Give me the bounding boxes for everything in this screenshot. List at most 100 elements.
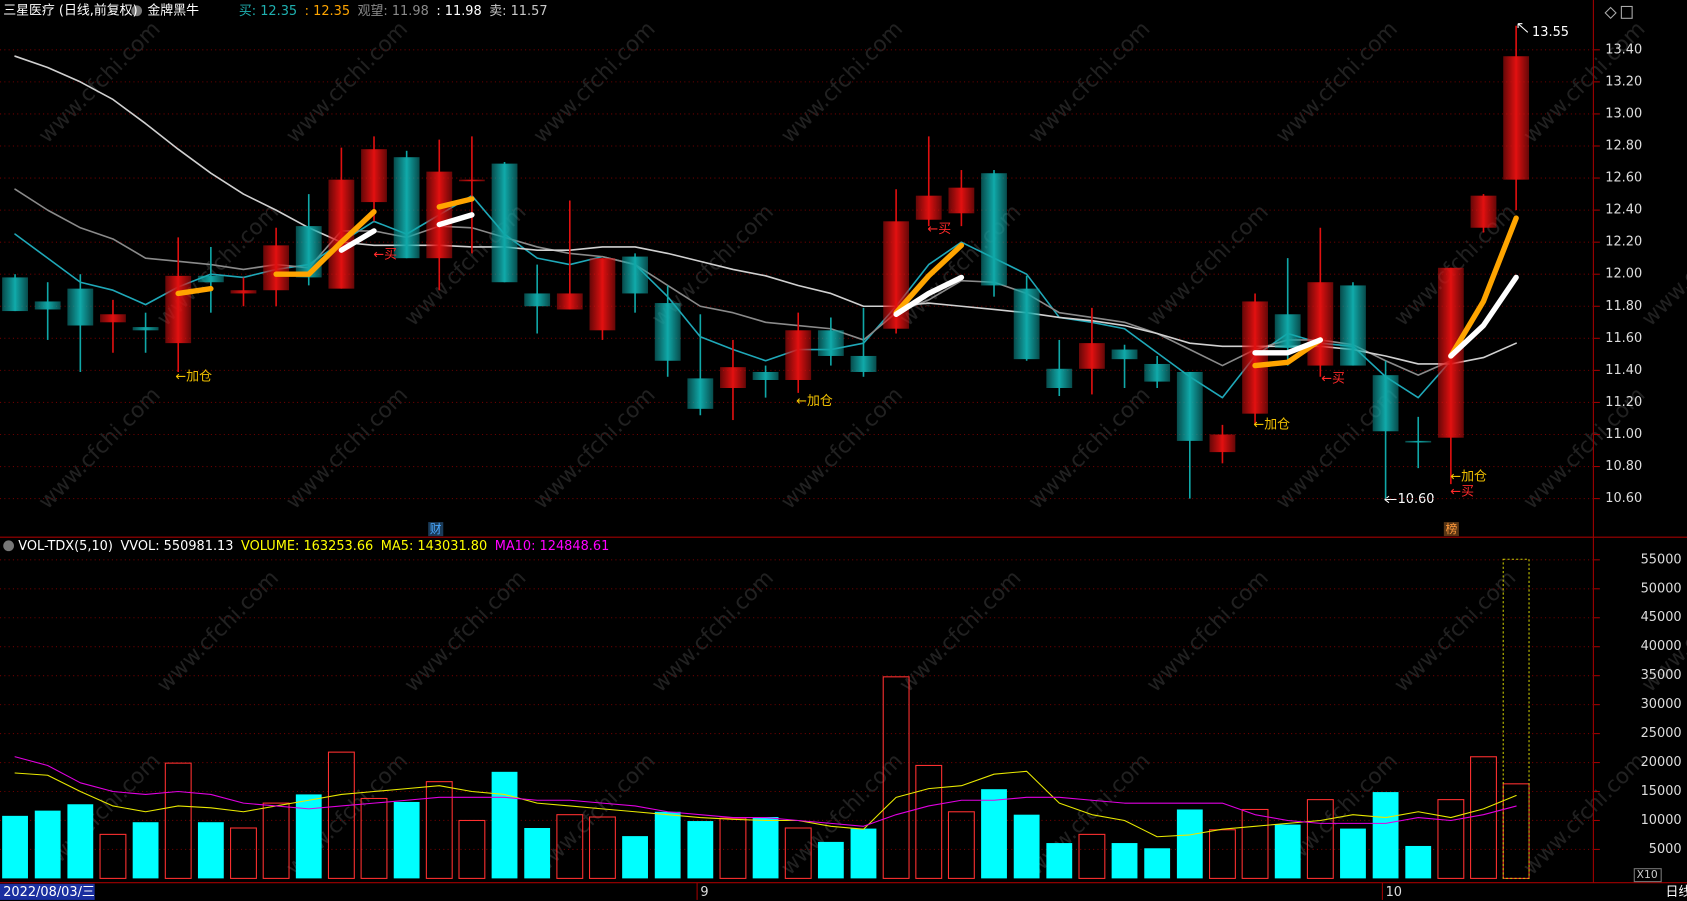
candle-body xyxy=(1372,375,1399,432)
volume-bar xyxy=(327,751,355,879)
candle-body xyxy=(1470,195,1497,228)
volume-bar xyxy=(1274,824,1301,879)
volume-bar xyxy=(2,815,28,879)
y-tick-label: 12.80 xyxy=(1605,138,1642,153)
y-tick-label: 50000 xyxy=(1641,581,1682,596)
volume-bar xyxy=(197,822,224,879)
marker: 榜 xyxy=(1445,522,1457,536)
candle-body xyxy=(1405,440,1432,443)
candle-body xyxy=(34,301,61,310)
volume-bar xyxy=(295,794,322,879)
y-tick-label: 11.40 xyxy=(1605,363,1642,378)
candle-body xyxy=(622,256,648,294)
annotation: ←买 xyxy=(373,248,397,263)
indicator-line xyxy=(14,770,1517,838)
candle-body xyxy=(817,330,844,356)
y-tick-label: 10000 xyxy=(1641,813,1682,828)
volume-bar xyxy=(556,814,584,879)
marker-box xyxy=(1443,522,1459,537)
y-tick-label: 5000 xyxy=(1649,842,1682,857)
volume-bar xyxy=(1241,808,1269,879)
signal-line xyxy=(175,196,1519,369)
candle-body xyxy=(654,303,681,361)
menu-icon[interactable] xyxy=(131,5,143,17)
candle-body xyxy=(556,293,583,310)
x-tick-label: 9 xyxy=(700,885,708,900)
volume-bar xyxy=(981,789,1007,879)
y-tick-label: 13.20 xyxy=(1605,74,1642,89)
candle-body xyxy=(752,371,779,380)
y-tick-label: 10.80 xyxy=(1605,459,1642,474)
candle-body xyxy=(981,173,1007,286)
candle-body xyxy=(1274,314,1301,348)
volume-bar xyxy=(1046,843,1073,879)
volume-bar xyxy=(1111,843,1138,879)
candle-body xyxy=(67,288,94,326)
volume-bar xyxy=(262,802,290,879)
candle-body xyxy=(785,330,812,380)
volume-bar xyxy=(99,833,127,879)
y-tick-label: 13.00 xyxy=(1605,106,1642,121)
signal-line xyxy=(338,212,1519,359)
candle-body xyxy=(1111,349,1138,360)
annotation: ←加仓 xyxy=(1253,418,1290,433)
header-item: 卖: 11.57 xyxy=(489,3,547,18)
candle-body xyxy=(915,195,942,220)
volume-bar xyxy=(850,828,877,879)
header-item: : 12.35 xyxy=(305,3,350,18)
header-item: VVOL: 550981.13 xyxy=(120,538,233,553)
annotation: ←加仓 xyxy=(1450,469,1487,484)
volume-bar xyxy=(164,762,192,879)
candle-body xyxy=(295,226,322,278)
header-item: VOL-TDX(5,10) xyxy=(18,538,113,553)
candle-body xyxy=(2,277,28,312)
volume-header: VOL-TDX(5,10) VVOL: 550981.13 VOLUME: 1632… xyxy=(18,538,609,553)
candle-body xyxy=(263,245,290,291)
y-tick-label: 45000 xyxy=(1641,610,1682,625)
y-tick-label: 11.80 xyxy=(1605,299,1642,314)
volume-bar xyxy=(719,817,747,879)
menu-icon[interactable] xyxy=(3,540,14,552)
volume-bar xyxy=(588,816,616,879)
header-item: VOLUME: 163253.66 xyxy=(241,538,373,553)
candle-body xyxy=(687,378,714,409)
y-tick-label: 10.60 xyxy=(1605,491,1642,506)
indicator-line xyxy=(14,188,1452,376)
volume-bar xyxy=(1144,848,1171,879)
y-tick-label: 20000 xyxy=(1641,755,1682,770)
candle-body xyxy=(165,275,192,344)
volume-bar xyxy=(1372,792,1399,879)
candle-body xyxy=(361,149,387,203)
y-tick-label: 25000 xyxy=(1641,726,1682,741)
volume-bar xyxy=(1340,828,1366,879)
y-tick-label: 15000 xyxy=(1641,784,1682,799)
marker: 财 xyxy=(430,522,442,536)
header-item: : 11.98 xyxy=(436,3,481,18)
diamond-icon[interactable] xyxy=(1604,6,1617,20)
y-tick-label: 12.00 xyxy=(1605,267,1642,282)
multiplier-box xyxy=(1633,868,1662,883)
volume-bar xyxy=(784,827,812,879)
volume-bar xyxy=(654,811,681,879)
header-item: 买: 12.35 xyxy=(239,3,297,18)
min-arrow xyxy=(1384,495,1397,504)
y-tick-label: 40000 xyxy=(1641,639,1682,654)
candle-body xyxy=(100,314,126,323)
volume-bar xyxy=(622,836,648,879)
candle-body xyxy=(1209,434,1236,453)
annotation: ←加仓 xyxy=(796,394,833,409)
candle-body xyxy=(1046,368,1073,389)
candle-body xyxy=(1307,282,1334,366)
window-icon[interactable] xyxy=(1620,5,1633,19)
volume-bar xyxy=(1437,799,1465,879)
indicator-name: 金牌黑牛 xyxy=(147,2,199,18)
candle-body xyxy=(1503,56,1530,180)
volume-bar xyxy=(915,764,943,879)
volume-bar xyxy=(1470,756,1497,879)
volume-bar xyxy=(1078,833,1106,879)
candle-body xyxy=(948,187,975,214)
max-label: 13.55 xyxy=(1532,25,1569,40)
